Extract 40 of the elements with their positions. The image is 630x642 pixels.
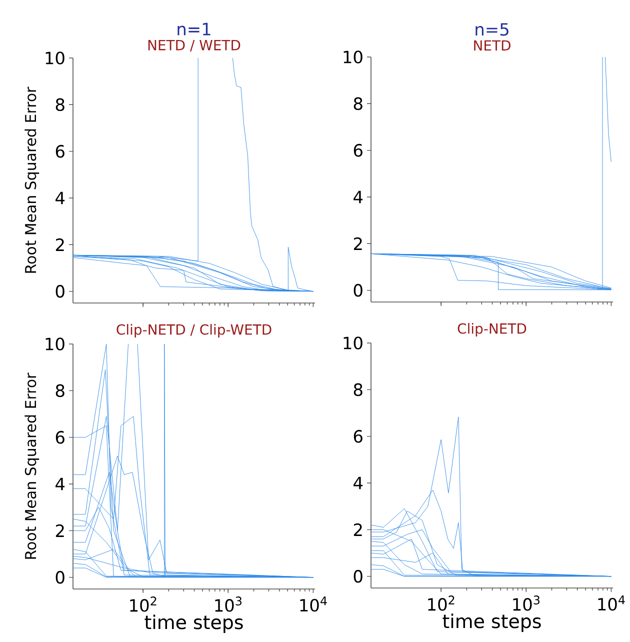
y-tick-label: 0 bbox=[56, 570, 64, 584]
y-tick-label: 10 bbox=[46, 338, 64, 350]
chart-title: n=1 bbox=[178, 22, 210, 36]
y-tick-label: 2 bbox=[56, 524, 64, 537]
chart-title: Clip-NETD bbox=[458, 323, 526, 337]
y-tick-label: 6 bbox=[56, 144, 64, 158]
y-tick-label: 10 bbox=[46, 52, 64, 64]
y-axis-title: Root Mean Squared Error bbox=[24, 86, 40, 273]
chart-subtitle: NETD bbox=[474, 40, 510, 50]
x-tick-label: 10$^{3}$ bbox=[215, 596, 242, 612]
chart-subtitle: NETD / WETD bbox=[148, 40, 240, 52]
x-tick-label: 10$^{3}$ bbox=[513, 596, 540, 611]
y-tick-label: 4 bbox=[56, 192, 65, 204]
y-tick-label: 10 bbox=[344, 336, 362, 350]
x-axis-title: time steps bbox=[144, 614, 243, 633]
y-tick-label: 2 bbox=[56, 238, 64, 251]
y-tick-label: 2 bbox=[354, 237, 362, 250]
y-axis-title: Root Mean Squared Error bbox=[24, 372, 40, 559]
y-tick-label: 4 bbox=[354, 190, 363, 204]
x-tick-label: 10$^{2}$ bbox=[428, 596, 454, 611]
x-tick-label: 10$^{4}$ bbox=[598, 596, 625, 611]
x-tick-label: 10$^{4}$ bbox=[300, 596, 327, 612]
y-tick-label: 6 bbox=[354, 144, 362, 157]
y-tick-label: 8 bbox=[56, 98, 64, 112]
y-tick-label: 4 bbox=[56, 478, 65, 490]
y-tick-label: 10 bbox=[344, 50, 362, 64]
y-tick-label: 8 bbox=[354, 383, 362, 396]
y-tick-label: 8 bbox=[56, 384, 64, 398]
y-tick-label: 0 bbox=[354, 284, 362, 297]
y-tick-label: 0 bbox=[354, 570, 362, 583]
y-tick-label: 8 bbox=[354, 97, 362, 110]
x-tick-label: 10$^{2}$ bbox=[130, 596, 156, 612]
chart-title: n=5 bbox=[476, 23, 508, 36]
chart-title: Clip-NETD / Clip-WETD bbox=[116, 324, 272, 338]
y-tick-label: 4 bbox=[354, 476, 363, 490]
y-tick-label: 2 bbox=[354, 523, 362, 536]
y-tick-label: 6 bbox=[56, 430, 64, 444]
x-axis-title: time steps bbox=[442, 614, 541, 632]
y-tick-label: 0 bbox=[56, 284, 64, 298]
y-tick-label: 6 bbox=[354, 430, 362, 443]
